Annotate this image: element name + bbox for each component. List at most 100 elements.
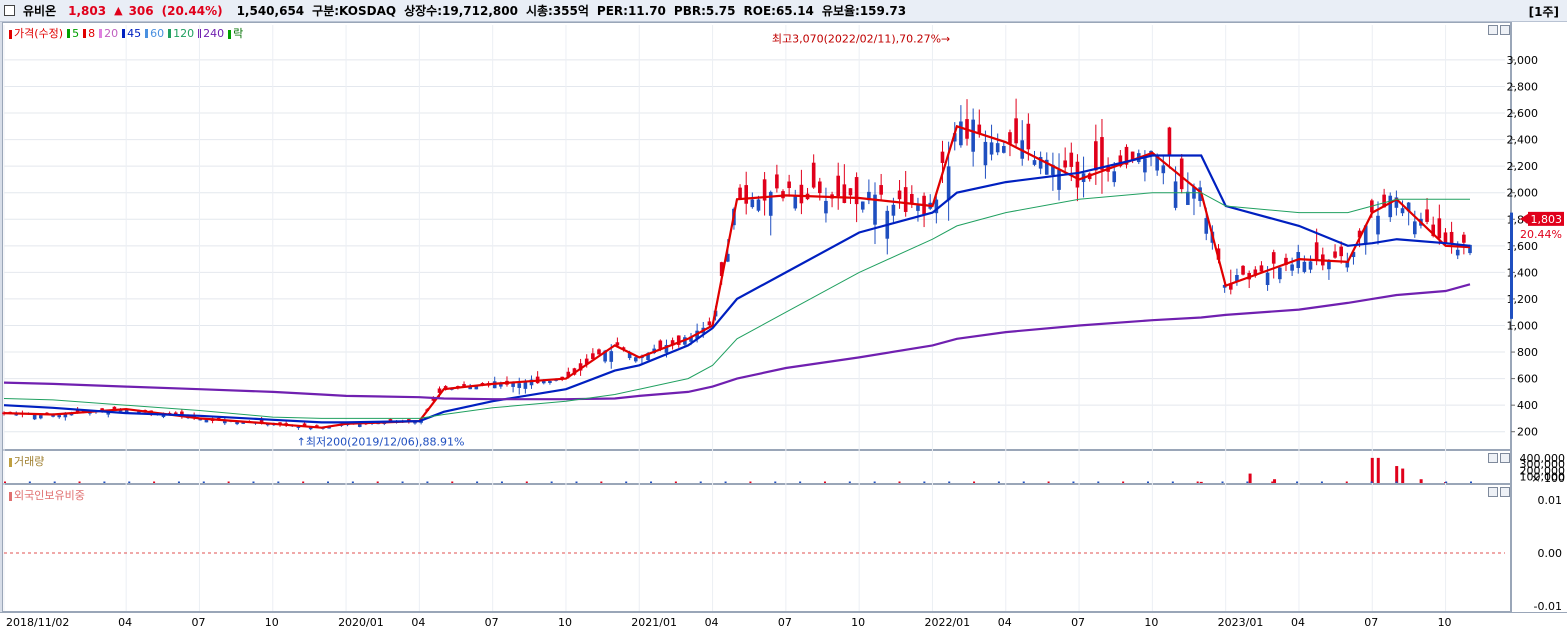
volume-legend: 거래량	[9, 453, 44, 469]
candle-body	[879, 185, 883, 195]
volume-bar	[550, 481, 553, 483]
price-tick-label: 1,400	[1507, 266, 1539, 279]
volume-bar	[525, 481, 528, 483]
current-rate-tag: 20.44%	[1520, 228, 1562, 241]
roe-value: ROE:65.14	[743, 3, 814, 18]
minimize-icon[interactable]	[1488, 487, 1498, 497]
candle-body	[1351, 251, 1356, 258]
candle-body	[738, 187, 742, 199]
volume-bar	[1345, 481, 1348, 483]
price-tick-label: 1,600	[1507, 240, 1539, 253]
candle-body	[443, 386, 448, 389]
volume-bar	[923, 481, 926, 483]
x-tick-label: 2023/01	[1217, 616, 1264, 629]
candle-body	[824, 200, 828, 214]
volume-bar	[1420, 481, 1423, 483]
volume-bar	[53, 481, 56, 483]
trade-volume: 1,540,654	[236, 3, 305, 18]
x-tick-label: 2018/11/02	[6, 616, 70, 629]
candle-body	[646, 353, 650, 360]
candle-body	[1198, 187, 1202, 201]
candle-body	[676, 335, 681, 345]
volume-bar	[1246, 481, 1249, 483]
low-annotation: ↑최저200(2019/12/06),88.91%	[297, 436, 465, 449]
volume-bar	[476, 481, 479, 483]
candle-body	[799, 184, 804, 204]
candle-body	[180, 411, 184, 417]
candle-body	[916, 205, 920, 211]
candle-body	[1271, 252, 1276, 264]
candle-body	[1100, 137, 1104, 170]
candle-body	[1118, 155, 1123, 167]
volume-bar	[1395, 466, 1399, 483]
price-tick-label: 2,400	[1507, 134, 1539, 147]
left-scroll-strip	[0, 22, 2, 612]
x-tick-label: 10	[264, 616, 279, 629]
candle-body	[308, 427, 313, 430]
candle-body	[750, 199, 755, 208]
volume-bar	[376, 481, 379, 483]
price-tick-label: 200	[1517, 426, 1538, 439]
legend-ma-60: 60	[150, 26, 165, 40]
candle-body	[437, 388, 442, 393]
current-price-tag-bg	[1528, 211, 1564, 226]
candle-body	[995, 143, 1000, 153]
volume-bar	[1376, 457, 1380, 483]
candle-body	[1094, 141, 1098, 171]
candle-body	[670, 340, 675, 346]
foreign-tick-label: -0.01	[1534, 600, 1562, 613]
minimize-icon[interactable]	[1488, 453, 1498, 463]
market-type: 구분:KOSDAQ	[312, 4, 397, 18]
candle-body	[1400, 208, 1405, 214]
candle-body	[480, 383, 485, 385]
candle-body	[1155, 154, 1159, 171]
volume-panel[interactable]: 거래량	[2, 450, 1511, 484]
candle-body	[603, 350, 607, 362]
legend-ma-5: 5	[72, 26, 80, 40]
candle-body	[1406, 202, 1411, 212]
candle-body	[259, 419, 264, 424]
price-tick-label: 2,200	[1507, 160, 1539, 173]
candle-body	[762, 179, 767, 201]
candle-body	[1388, 195, 1393, 218]
volume-bar	[823, 481, 826, 483]
legend-price-title: 가격(수정)	[14, 27, 64, 40]
select-checkbox[interactable]	[4, 5, 15, 16]
foreign-legend: 외국인보유비중	[9, 487, 85, 503]
candle-body	[989, 142, 994, 155]
period-selector[interactable]: [1주]	[1528, 5, 1559, 19]
candle-body	[971, 119, 975, 152]
candle-body	[1069, 152, 1074, 167]
minimize-icon[interactable]	[1488, 25, 1498, 35]
close-icon[interactable]	[1500, 453, 1510, 463]
candle-body	[1394, 197, 1399, 208]
candle-body	[223, 420, 227, 424]
candle-body	[529, 379, 534, 386]
candle-body	[1333, 251, 1337, 258]
candle-body	[1314, 242, 1319, 260]
volume-bar	[650, 481, 653, 483]
candles	[2, 98, 1472, 431]
foreign-panel[interactable]: 외국인보유비중	[2, 484, 1511, 612]
price-tick-label: 2,000	[1507, 187, 1539, 200]
volume-bar	[625, 481, 628, 483]
volume-bar	[724, 481, 727, 483]
x-tick-label: 07	[1364, 616, 1379, 629]
price-tick-label: 2,800	[1507, 80, 1539, 93]
y-axis-range-bar	[1510, 212, 1513, 319]
candle-body	[1026, 123, 1031, 150]
candle-body	[627, 352, 632, 359]
candle-body	[204, 419, 209, 423]
candle-body	[658, 340, 663, 350]
candle-body	[689, 336, 693, 342]
up-arrow-icon: ▲	[114, 4, 123, 17]
x-tick-label: 04	[1290, 616, 1305, 629]
pbr-value: PBR:5.75	[673, 3, 736, 18]
candle-body	[39, 415, 43, 419]
close-icon[interactable]	[1500, 25, 1510, 35]
candle-body	[633, 357, 638, 362]
listed-shares: 상장수:19,712,800	[404, 4, 518, 18]
close-icon[interactable]	[1500, 487, 1510, 497]
volume-bar	[575, 481, 578, 483]
legend-ex-rights: 락	[233, 27, 244, 40]
